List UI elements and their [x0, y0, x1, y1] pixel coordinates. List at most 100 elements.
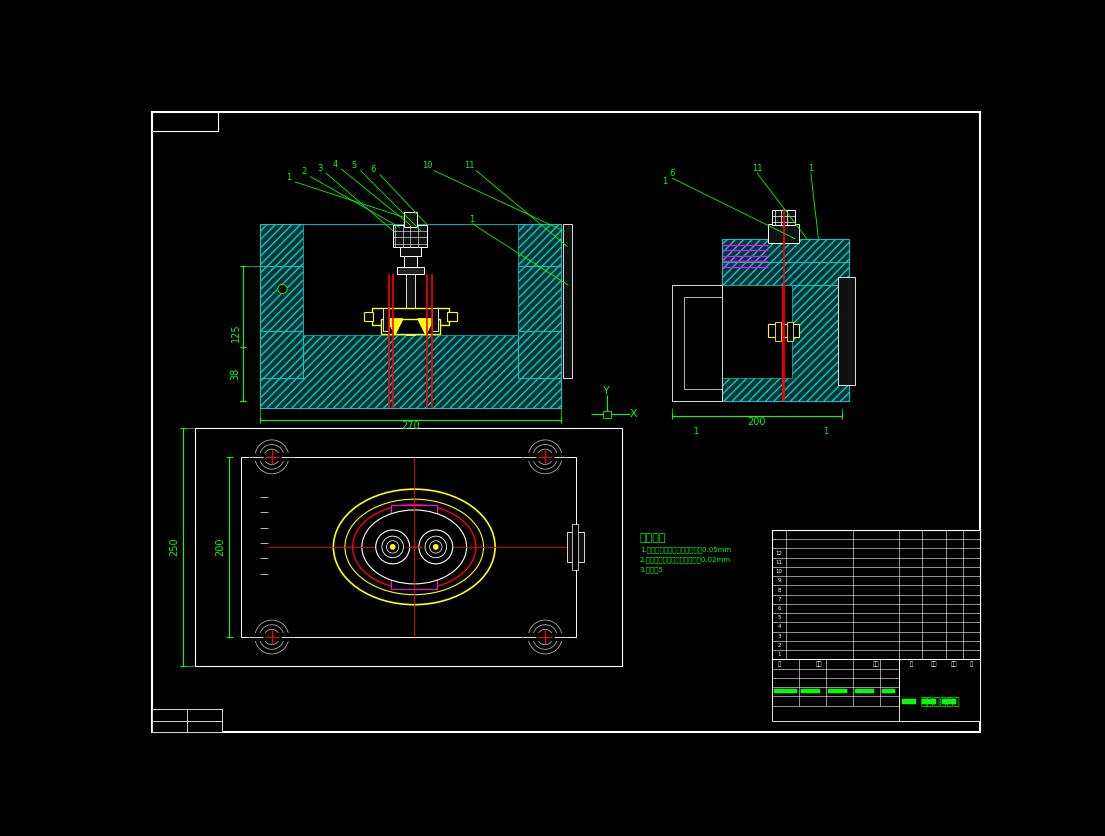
Bar [267, 489, 322, 604]
Bar [261, 331, 560, 408]
Text: 2: 2 [778, 643, 781, 648]
Bar [432, 308, 438, 331]
Text: 1: 1 [778, 652, 781, 657]
Bar [372, 308, 449, 325]
Text: 标准: 标准 [950, 661, 957, 667]
Bar [249, 633, 295, 641]
Circle shape [533, 624, 557, 650]
Text: 9: 9 [778, 579, 781, 584]
Text: 125: 125 [231, 324, 241, 342]
Bar [241, 456, 576, 637]
Text: 38: 38 [231, 368, 241, 380]
Bar [775, 322, 781, 341]
Bar [787, 322, 793, 341]
Bar [828, 689, 846, 693]
Text: 250: 250 [169, 538, 179, 556]
Polygon shape [387, 319, 402, 334]
Bar [522, 453, 568, 461]
Bar [267, 489, 322, 604]
Bar [187, 721, 222, 732]
Bar [603, 410, 611, 418]
Text: 1: 1 [693, 427, 698, 436]
Circle shape [537, 449, 552, 465]
Bar [723, 262, 850, 400]
Circle shape [419, 530, 453, 563]
Bar [923, 700, 936, 704]
Text: 8: 8 [778, 588, 781, 593]
Text: 代号: 代号 [815, 661, 822, 667]
Bar [400, 247, 421, 256]
Bar [152, 721, 187, 732]
Bar [723, 239, 850, 285]
Bar [393, 225, 428, 247]
Bar [152, 709, 222, 732]
Text: 1: 1 [286, 173, 292, 181]
Bar [723, 239, 850, 285]
Circle shape [260, 624, 284, 650]
Circle shape [264, 449, 280, 465]
Circle shape [528, 620, 562, 654]
Text: 12: 12 [776, 551, 782, 556]
Text: 270: 270 [401, 421, 420, 431]
Ellipse shape [334, 489, 495, 604]
Text: 夹具体装配图: 夹具体装配图 [920, 696, 960, 706]
Text: 材料: 材料 [930, 661, 937, 667]
Bar [941, 700, 956, 704]
Ellipse shape [361, 510, 466, 584]
Text: 6: 6 [670, 169, 675, 178]
Bar [303, 223, 518, 335]
Bar [194, 427, 622, 666]
Circle shape [255, 440, 288, 474]
Bar [567, 532, 583, 563]
Bar [854, 689, 874, 693]
Bar [899, 660, 980, 721]
Bar [391, 505, 438, 516]
Bar [249, 453, 295, 461]
Circle shape [433, 544, 438, 549]
Circle shape [382, 536, 403, 558]
Circle shape [278, 284, 287, 293]
Text: 5: 5 [351, 161, 357, 171]
Bar [187, 709, 222, 721]
Bar [261, 223, 560, 266]
Bar [768, 324, 799, 338]
Bar [261, 223, 560, 266]
Text: 10: 10 [776, 569, 782, 574]
Circle shape [528, 440, 562, 474]
Circle shape [533, 445, 557, 469]
Text: 数: 数 [909, 661, 913, 667]
Bar [768, 223, 799, 242]
Circle shape [425, 536, 446, 558]
Bar [397, 268, 424, 273]
Bar [152, 709, 187, 721]
Circle shape [260, 445, 284, 469]
Text: 1: 1 [470, 215, 475, 224]
Text: 1: 1 [823, 427, 829, 436]
Ellipse shape [345, 499, 484, 594]
Bar [902, 700, 916, 704]
Bar [772, 210, 796, 225]
Text: 3: 3 [317, 164, 323, 172]
Bar [365, 312, 373, 321]
Bar [518, 266, 560, 378]
Text: 6: 6 [778, 606, 781, 611]
Bar [801, 689, 820, 693]
Bar [562, 223, 572, 378]
Text: 4: 4 [778, 624, 781, 630]
Circle shape [387, 541, 399, 553]
Bar [882, 689, 895, 693]
Text: 7: 7 [778, 597, 781, 602]
Text: 1.钻模板以导轨精确到钻套孔位0.05mm: 1.钻模板以导轨精确到钻套孔位0.05mm [640, 547, 732, 553]
Text: 技术要求: 技术要求 [640, 533, 666, 543]
Text: 10: 10 [422, 161, 432, 171]
Circle shape [390, 544, 394, 549]
Polygon shape [418, 319, 433, 334]
Bar [518, 266, 560, 378]
Circle shape [537, 630, 552, 645]
Circle shape [376, 530, 410, 563]
Bar [261, 266, 303, 378]
Bar [522, 633, 568, 641]
Bar [152, 112, 218, 131]
Text: X: X [630, 410, 638, 420]
Text: Y: Y [603, 386, 610, 396]
